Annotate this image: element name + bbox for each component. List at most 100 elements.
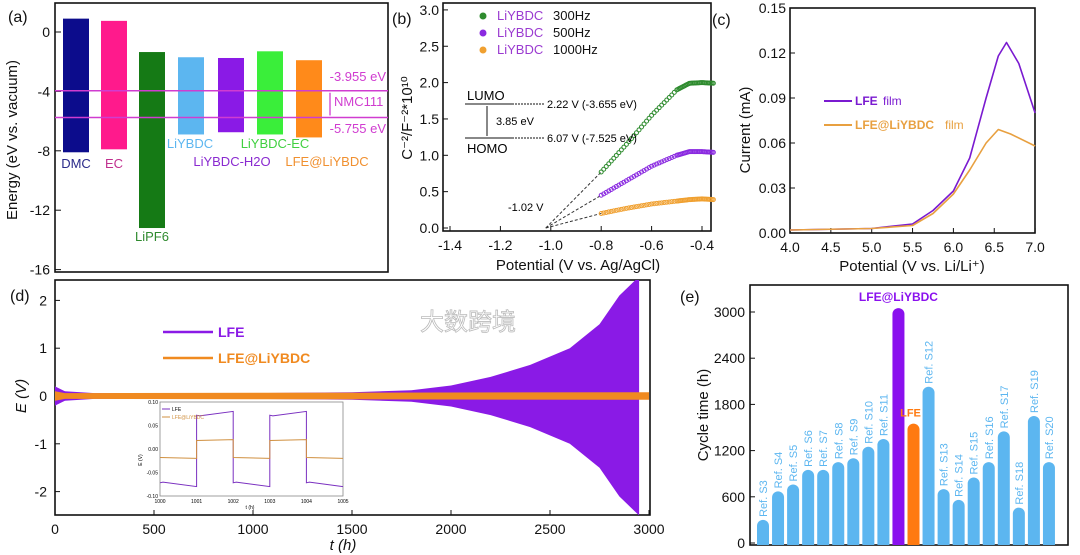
data-point-300Hz bbox=[608, 158, 614, 164]
legend-prefix: LiYBDC bbox=[497, 42, 543, 57]
data-point-1000Hz bbox=[641, 202, 647, 208]
data-point-500Hz bbox=[649, 163, 655, 169]
data-point-1000Hz bbox=[651, 201, 657, 207]
bar-liybdc-ec bbox=[257, 51, 283, 135]
y-tick-label: 0.00 bbox=[759, 225, 786, 241]
x-tick-label: 1000 bbox=[237, 521, 268, 537]
y-tick-label: 0.15 bbox=[759, 0, 786, 16]
bar-lfe bbox=[907, 423, 920, 545]
legend-prefix: LiYBDC bbox=[497, 8, 543, 23]
x-tick-label: 2500 bbox=[534, 521, 565, 537]
x-tick-label: 500 bbox=[142, 521, 166, 537]
y-tick-label: 1.0 bbox=[420, 147, 440, 163]
bar-ref-s8 bbox=[832, 462, 845, 545]
data-point-1000Hz bbox=[654, 200, 660, 206]
data-point-300Hz bbox=[651, 110, 657, 116]
legend-suffix: film bbox=[945, 118, 964, 132]
bar-ref-s12 bbox=[922, 386, 935, 545]
y-tick-label: 0.0 bbox=[420, 220, 440, 236]
bar-lfe-liybdc bbox=[892, 308, 905, 545]
data-point-300Hz bbox=[710, 80, 716, 86]
lumo-value: 2.22 V (-3.655 eV) bbox=[547, 99, 637, 111]
x-tick-label: -1.4 bbox=[438, 237, 462, 253]
data-point-1000Hz bbox=[661, 200, 667, 206]
data-point-1000Hz bbox=[649, 201, 655, 207]
x-tick-label: 0 bbox=[51, 521, 59, 537]
data-point-300Hz bbox=[633, 130, 639, 136]
y-tick-label: -16 bbox=[30, 262, 50, 278]
y-tick-label: 1800 bbox=[714, 396, 745, 412]
data-point-300Hz bbox=[659, 102, 665, 108]
bar-label: Ref. S5 bbox=[788, 445, 800, 482]
y-tick-label: 0.12 bbox=[759, 45, 786, 61]
data-point-300Hz bbox=[621, 144, 627, 150]
inset-y-tick-label: -0.10 bbox=[147, 494, 159, 500]
data-point-300Hz bbox=[603, 163, 609, 169]
bar-label: LFE bbox=[900, 408, 921, 420]
data-point-1000Hz bbox=[601, 210, 607, 216]
inset-line-LFE bbox=[159, 410, 344, 488]
bar-ref-s7 bbox=[817, 469, 830, 545]
data-point-300Hz bbox=[646, 115, 652, 121]
y-tick-label: -1 bbox=[35, 436, 48, 452]
data-point-300Hz bbox=[623, 141, 629, 147]
y-tick-label: 600 bbox=[722, 489, 746, 505]
bar-ref-s3 bbox=[757, 519, 769, 545]
data-point-300Hz bbox=[649, 112, 655, 118]
data-point-500Hz bbox=[669, 154, 675, 160]
legend-label: LFE@LiYBDC bbox=[218, 350, 310, 366]
inset-x-tick-label: 1000 bbox=[154, 499, 165, 505]
legend-marker bbox=[479, 46, 487, 54]
y-tick-label: 0.09 bbox=[759, 90, 786, 106]
data-point-1000Hz bbox=[608, 208, 614, 214]
bar-label: Ref. S17 bbox=[999, 386, 1011, 429]
y-axis-label: Current (mA) bbox=[737, 87, 754, 174]
data-point-500Hz bbox=[656, 160, 662, 166]
y-tick-label: 0.03 bbox=[759, 180, 786, 196]
envelope-LFE@LiYBDC bbox=[55, 391, 649, 401]
legend-label: LFE bbox=[855, 94, 878, 108]
data-point-1000Hz bbox=[616, 207, 622, 213]
bar-ref-s5 bbox=[787, 484, 800, 545]
data-point-500Hz bbox=[666, 156, 672, 162]
x-axis-label: t (h) bbox=[330, 537, 357, 554]
y-tick-label: 3.0 bbox=[420, 2, 440, 18]
y-tick-label: -4 bbox=[38, 83, 51, 99]
data-point-500Hz bbox=[661, 158, 667, 164]
lumo-label: LUMO bbox=[467, 88, 505, 103]
legend-label: LFE@LiYBDC bbox=[855, 118, 934, 132]
bar-label: Ref. S7 bbox=[818, 430, 830, 467]
legend-suffix: film bbox=[883, 94, 902, 108]
bar-label: Ref. S8 bbox=[833, 422, 845, 459]
data-point-1000Hz bbox=[606, 209, 612, 215]
bar-label: DMC bbox=[61, 156, 91, 171]
bar-label: LiYBDC-H2O bbox=[193, 154, 270, 169]
annotation-homo: -5.755 eV bbox=[330, 121, 387, 136]
bar-ref-s20 bbox=[1042, 462, 1055, 545]
y-tick-label: 2 bbox=[39, 292, 47, 308]
panel-label: (d) bbox=[10, 288, 30, 305]
y-tick-label: 0 bbox=[42, 24, 50, 40]
bar-label: Ref. S9 bbox=[848, 419, 860, 456]
data-point-300Hz bbox=[671, 89, 677, 95]
y-axis-label: C⁻²/F⁻²*10¹⁰ bbox=[399, 76, 416, 160]
bar-label: Ref. S19 bbox=[1029, 370, 1041, 413]
data-point-300Hz bbox=[598, 169, 604, 175]
x-tick-label: 7.0 bbox=[1025, 239, 1045, 255]
bar-label: Ref. S3 bbox=[758, 480, 770, 517]
y-axis-label: Cycle time (h) bbox=[695, 369, 712, 462]
bar-label: Ref. S20 bbox=[1044, 416, 1056, 459]
bar-label: LiYBDC bbox=[167, 136, 213, 151]
inset-y-tick-label: 0.00 bbox=[148, 447, 158, 453]
bar-label: EC bbox=[105, 156, 123, 171]
data-point-1000Hz bbox=[603, 209, 609, 215]
homo-value: 6.07 V (-7.525 eV) bbox=[547, 133, 637, 145]
x-tick-label: 6.5 bbox=[985, 239, 1005, 255]
intercept-label: -1.02 V bbox=[508, 202, 544, 214]
data-point-300Hz bbox=[664, 97, 670, 103]
data-point-300Hz bbox=[618, 147, 624, 153]
y-tick-label: -12 bbox=[30, 202, 50, 218]
plot-frame bbox=[442, 2, 712, 232]
legend-label: 500Hz bbox=[553, 25, 591, 40]
